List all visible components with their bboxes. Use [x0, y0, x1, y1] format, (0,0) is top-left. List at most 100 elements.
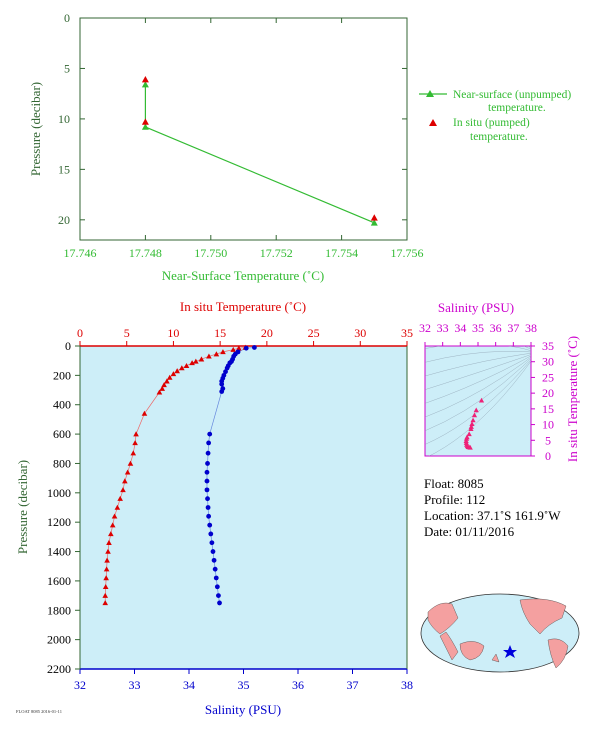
temperature-tick-label: 10: [167, 326, 179, 340]
density-contour: [425, 353, 531, 377]
salinity-point: [243, 345, 249, 351]
near-surface-point: [370, 219, 378, 226]
salinity-point: [204, 487, 210, 493]
pressure-tick-label: 1800: [47, 603, 71, 617]
near-surface-x-tick-label: 17.754: [325, 246, 358, 260]
map-land-south-america: [547, 638, 569, 669]
density-contour: [428, 360, 531, 456]
near-surface-y-tick-label: 15: [58, 162, 70, 176]
density-contour: [425, 354, 531, 390]
temperature-tick-label: 5: [124, 326, 130, 340]
ts-point: [473, 407, 479, 413]
salinity-point: [207, 431, 213, 437]
temperature-point: [130, 450, 137, 456]
near-surface-x-tick-label: 17.752: [260, 246, 293, 260]
ts-x-tick-label: 32: [419, 321, 431, 335]
legend-label-insitu-cont: temperature.: [470, 131, 528, 143]
salinity-tick-label: 38: [401, 678, 413, 692]
salinity-point: [207, 522, 213, 528]
footer-label: FLOAT 8085 2016-01-11: [16, 709, 62, 714]
near-surface-point: [141, 123, 149, 130]
ts-y-tick-label: 25: [542, 370, 554, 384]
salinity-point: [210, 549, 216, 554]
temperature-tick-label: 25: [308, 326, 320, 340]
temperature-point: [117, 495, 123, 501]
temperature-point: [111, 513, 118, 519]
salinity-tick-label: 32: [74, 678, 86, 692]
salinity-point: [204, 478, 210, 484]
near-surface-x-tick-label: 17.750: [194, 246, 227, 260]
salinity-tick-label: 35: [238, 678, 250, 692]
temperature-point: [102, 583, 109, 590]
legend-label-insitu: In situ (pumped): [453, 117, 530, 129]
near-surface-x-tick-label: 17.746: [64, 246, 97, 260]
profile-chart: 0 5 10 15 20 25 30 35 32 33 34 35 36 37 38 0 200 400 600…: [15, 299, 413, 717]
temperature-point: [198, 356, 205, 362]
salinity-point: [209, 540, 215, 546]
near-surface-y-tick-label: 0: [64, 11, 70, 25]
ts-point: [478, 397, 485, 403]
map-land-islands: [439, 631, 459, 661]
ts-point: [467, 444, 473, 450]
ts-y-tick-label: 5: [545, 433, 551, 447]
temperature-point: [132, 440, 138, 446]
salinity-point: [205, 505, 211, 510]
ts-y-tick-label: 30: [542, 355, 554, 369]
map-land-north-america: [519, 598, 567, 635]
near-surface-y-tick-label: 10: [58, 112, 70, 126]
temperature-point: [102, 592, 109, 598]
temperature-point: [193, 358, 199, 364]
near-surface-y-tick-label: 20: [58, 213, 70, 227]
pressure-tick-label: 1000: [47, 486, 71, 500]
ts-x-tick-label: 34: [454, 321, 466, 335]
near-surface-chart: 17.746 17.748 17.750 17.752 17.754 17.756 0 5 1…: [28, 11, 571, 283]
pressure-tick-label: 1400: [47, 545, 71, 559]
pressure-tick-label: 400: [53, 398, 71, 412]
temperature-tick-label: 15: [214, 326, 226, 340]
temperature-tick-label: 0: [77, 326, 83, 340]
pressure-tick-label: 2200: [47, 662, 71, 676]
density-contour: [425, 351, 531, 363]
salinity-axis-label: Salinity (PSU): [205, 702, 281, 717]
temperature-point: [236, 345, 242, 351]
density-contour: [425, 356, 531, 418]
temperature-point: [166, 374, 173, 380]
temperature-point: [174, 368, 180, 374]
ts-point: [470, 417, 476, 423]
map-land-australia: [459, 641, 485, 661]
salinity-point: [224, 365, 230, 371]
salinity-point: [206, 440, 212, 446]
temperature-tick-label: 35: [401, 326, 413, 340]
legend-marker-insitu: [429, 119, 437, 126]
ts-x-tick-label: 36: [490, 321, 502, 335]
temperature-point: [124, 469, 131, 475]
ts-y-tick-label: 15: [542, 402, 554, 416]
temperature-point: [161, 382, 167, 388]
legend-label-near-surface-cont: temperature.: [488, 102, 546, 114]
ts-point: [471, 412, 478, 418]
pressure-tick-label: 2000: [47, 633, 71, 647]
salinity-point: [223, 369, 228, 375]
ts-point: [463, 440, 469, 445]
near-surface-x-tick-label: 17.756: [391, 246, 424, 260]
near-surface-x-axis-label: Near-Surface Temperature (˚C): [162, 268, 324, 283]
ts-y-axis-label: In situ Temperature (˚C): [565, 336, 580, 462]
near-surface-y-axis-label: Pressure (decibar): [28, 82, 43, 176]
temperature-axis-label: In situ Temperature (˚C): [180, 299, 306, 314]
salinity-point: [219, 381, 225, 387]
ts-point: [463, 436, 470, 441]
salinity-point: [252, 345, 257, 350]
insitu-point: [141, 76, 149, 83]
temperature-point: [164, 378, 170, 384]
insitu-point: [370, 214, 378, 221]
salinity-point: [205, 496, 210, 502]
ts-y-tick-label: 20: [542, 386, 554, 400]
density-contour: [425, 358, 531, 431]
pressure-tick-label: 1600: [47, 574, 71, 588]
temperature-point: [141, 410, 148, 416]
ts-x-tick-label: 33: [437, 321, 449, 335]
temperature-point: [106, 539, 112, 545]
salinity-point: [208, 531, 214, 537]
salinity-point: [216, 593, 221, 598]
